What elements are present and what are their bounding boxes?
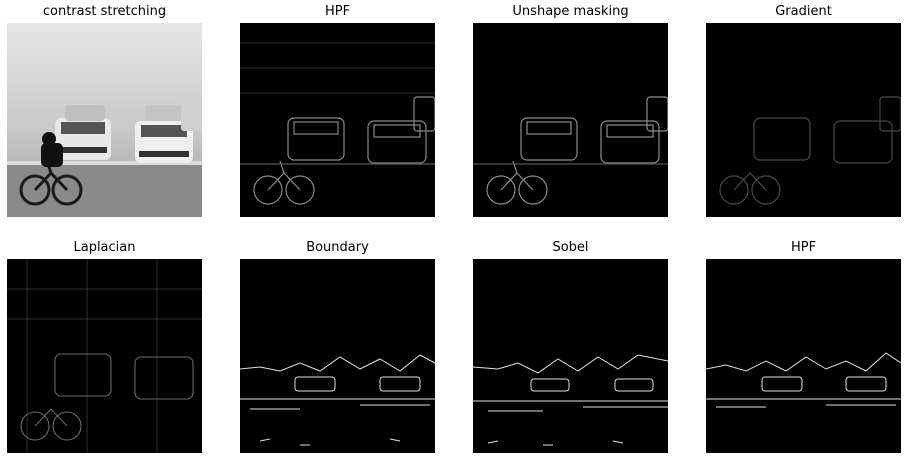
panel-title: Unshape masking [473, 4, 668, 19]
panel-hpf-top: HPF [240, 4, 435, 217]
image-laplacian [7, 259, 202, 453]
panel-laplacian: Laplacian [7, 240, 202, 453]
panel-hpf-bottom: HPF [706, 240, 901, 453]
panel-title: Sobel [473, 240, 668, 255]
panel-title: HPF [706, 240, 901, 255]
image-gradient [706, 23, 901, 217]
panel-title: contrast stretching [7, 4, 202, 19]
panel-title: Boundary [240, 240, 435, 255]
panel-title: Gradient [706, 4, 901, 19]
panel-boundary: Boundary [240, 240, 435, 453]
image-hpf-top [240, 23, 435, 217]
image-unshape-masking [473, 23, 668, 217]
image-contrast-stretching [7, 23, 202, 217]
image-sobel [473, 259, 668, 453]
panel-contrast-stretching: contrast stretching [7, 4, 202, 217]
panel-gradient: Gradient [706, 4, 901, 217]
panel-title: HPF [240, 4, 435, 19]
image-boundary [240, 259, 435, 453]
panel-unshape-masking: Unshape masking [473, 4, 668, 217]
panel-title: Laplacian [7, 240, 202, 255]
image-hpf-bottom [706, 259, 901, 453]
panel-sobel: Sobel [473, 240, 668, 453]
